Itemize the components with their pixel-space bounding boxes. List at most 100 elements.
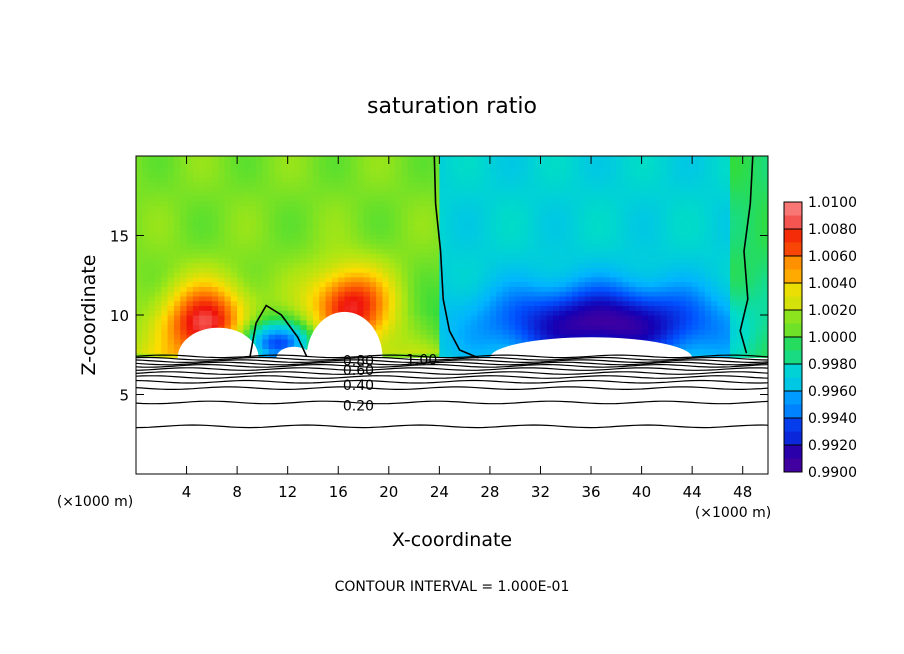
field-cell — [546, 233, 554, 240]
field-cell — [761, 156, 768, 159]
field-cell — [237, 286, 245, 292]
field-cell — [136, 157, 143, 163]
field-cell — [723, 219, 731, 225]
field-cell — [515, 176, 523, 183]
field-cell — [591, 195, 598, 202]
field-cell — [673, 190, 681, 197]
field-cell — [268, 334, 276, 340]
field-cell — [603, 281, 611, 287]
field-cell — [218, 262, 226, 268]
field-cell — [452, 248, 459, 254]
field-cell — [148, 305, 156, 311]
field-cell — [211, 157, 219, 163]
field-cell — [154, 334, 162, 340]
field-cell — [426, 281, 434, 287]
contour-lines — [136, 156, 768, 429]
field-cell — [521, 300, 529, 307]
field-cell — [407, 233, 415, 240]
field-cell — [610, 238, 617, 245]
field-cell — [306, 310, 314, 316]
field-cell — [161, 190, 169, 197]
field-cell — [142, 319, 150, 326]
colorbar-swatch — [784, 350, 802, 365]
field-cell — [698, 286, 706, 292]
field-cell — [685, 190, 693, 197]
field-cell — [464, 219, 472, 225]
field-cell — [180, 157, 188, 163]
field-cell — [685, 348, 693, 354]
field-cell — [540, 329, 548, 335]
field-cell — [287, 214, 295, 221]
field-cell — [186, 214, 194, 221]
field-cell — [591, 243, 598, 249]
field-cell — [161, 200, 169, 206]
field-cell — [685, 210, 693, 216]
field-cell — [154, 262, 162, 268]
field-cell — [224, 315, 232, 321]
field-cell — [445, 243, 453, 249]
field-cell — [711, 214, 719, 221]
field-cell — [534, 329, 542, 335]
field-cell — [477, 272, 485, 278]
field-cell — [628, 162, 636, 168]
field-cell — [540, 167, 548, 173]
field-cell — [243, 167, 251, 173]
field-cell — [426, 205, 434, 211]
field-cell — [237, 229, 245, 235]
field-cell — [142, 329, 150, 335]
field-cell — [426, 343, 434, 349]
field-cell — [489, 291, 497, 297]
field-cell — [262, 305, 270, 311]
field-cell — [249, 310, 257, 316]
field-cell — [603, 195, 611, 202]
field-cell — [635, 200, 643, 206]
field-cell — [211, 181, 219, 187]
field-cell — [489, 338, 497, 345]
field-cell — [420, 190, 428, 197]
field-cell — [312, 291, 320, 297]
field-cell — [414, 262, 421, 268]
field-cell — [540, 229, 548, 235]
field-cell — [464, 329, 472, 335]
field-cell — [161, 205, 169, 211]
field-cell — [666, 248, 674, 254]
field-cell — [331, 300, 339, 307]
field-cell — [414, 276, 421, 283]
field-cell — [275, 319, 282, 326]
field-cell — [401, 176, 409, 183]
field-cell — [673, 305, 681, 311]
field-cell — [540, 310, 548, 316]
field-cell — [483, 171, 491, 178]
field-cell — [237, 181, 245, 187]
field-cell — [312, 233, 320, 240]
field-cell — [603, 248, 611, 254]
field-cell — [723, 324, 731, 330]
field-cell — [401, 167, 409, 173]
field-cell — [281, 205, 289, 211]
field-cell — [698, 310, 706, 316]
field-cell — [717, 334, 725, 340]
field-cell — [192, 238, 200, 245]
field-cell — [350, 171, 358, 178]
field-cell — [591, 171, 598, 178]
field-cell — [458, 267, 466, 273]
field-cell — [489, 248, 497, 254]
field-cell — [433, 295, 440, 302]
field-cell — [628, 252, 636, 259]
field-cell — [546, 252, 554, 259]
field-cell — [692, 276, 700, 283]
field-cell — [224, 300, 232, 307]
field-cell — [616, 156, 624, 159]
field-cell — [749, 315, 756, 321]
field-cell — [287, 190, 295, 197]
field-cell — [628, 224, 636, 230]
field-cell — [344, 176, 352, 183]
field-cell — [136, 252, 143, 259]
field-cell — [306, 233, 314, 240]
field-cell — [458, 329, 466, 335]
field-cell — [287, 257, 295, 264]
field-cell — [508, 233, 516, 240]
field-cell — [635, 210, 643, 216]
field-cell — [540, 176, 548, 183]
field-cell — [256, 157, 263, 163]
